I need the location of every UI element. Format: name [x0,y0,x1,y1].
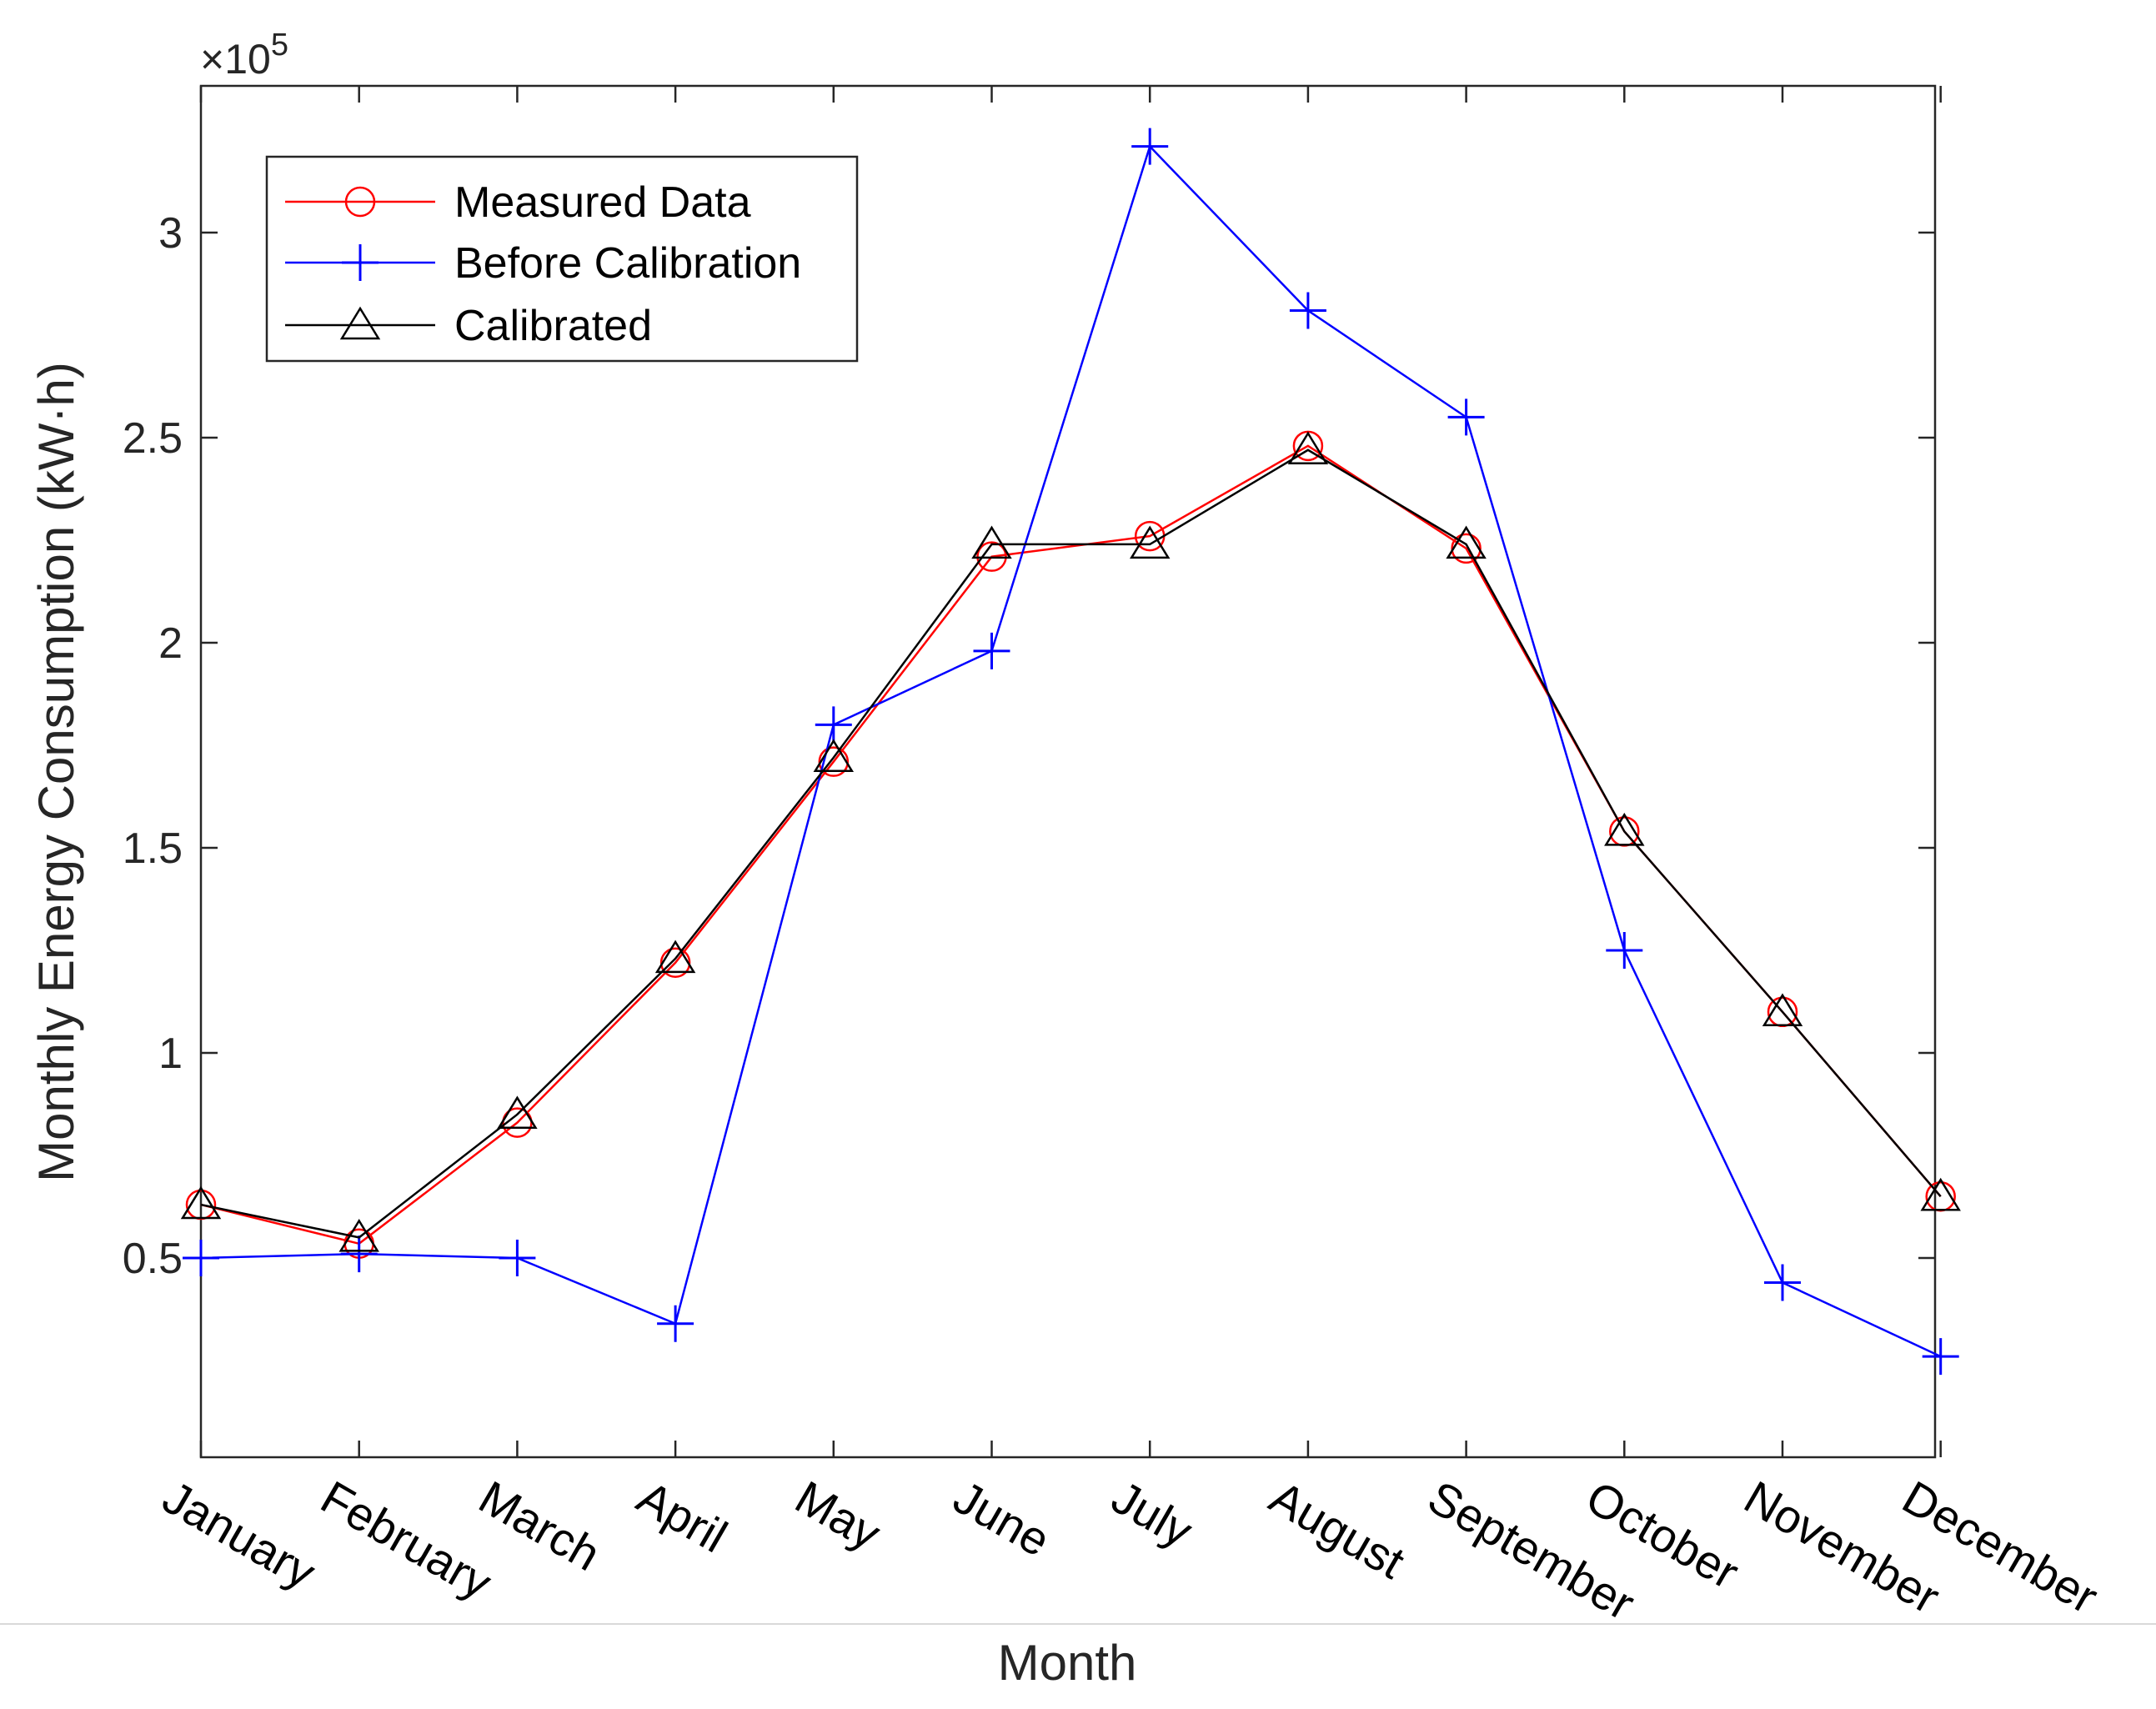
data-point-measured-data [659,947,691,979]
legend: Measured Data Before Calibration Calibrate… [265,155,859,363]
exponent-power: 5 [271,28,288,63]
series-layer [180,128,1961,1376]
data-point-calibrated [1446,525,1487,559]
y-tick-labels: 0.5 1 1.5 2 2.5 3 [123,209,183,1283]
data-point-before-calibration [183,1240,219,1276]
y-tick-label: 1 [158,1030,183,1078]
data-point-calibrated [338,1219,379,1252]
data-point-before-calibration [657,1305,694,1342]
data-point-before-calibration [1131,128,1169,165]
exponent-label: ×105 [200,28,288,83]
data-point-calibrated [1129,525,1171,559]
legend-marker-calibrated [339,306,381,340]
series-line-before-calibration [200,144,1942,1358]
legend-marker-before-calibration [342,244,379,281]
y-tick-label: 3 [158,209,183,258]
data-point-calibrated [971,525,1012,559]
data-point-before-calibration [1289,292,1326,329]
legend-label-before-calibration: Before Calibration [454,239,801,288]
data-point-before-calibration [815,706,852,744]
data-point-measured-data [1451,533,1482,564]
data-point-calibrated [180,1185,222,1220]
data-point-calibrated [1920,1177,1961,1211]
data-point-before-calibration [1447,398,1485,436]
ticks-layer [199,86,1942,1457]
y-axis-title: Monthly Energy Consumption (kW·h) [28,362,84,1182]
series-line-calibrated [200,449,1942,1239]
data-point-calibrated [1287,431,1329,465]
data-point-before-calibration [973,632,1010,669]
data-point-before-calibration [1922,1338,1959,1376]
data-point-calibrated [813,739,855,773]
legend-label-calibrated: Calibrated [454,302,652,350]
data-point-measured-data [818,746,850,777]
data-point-before-calibration [499,1240,536,1276]
legend-label-measured-data: Measured Data [454,178,751,227]
data-point-calibrated [497,1095,538,1130]
legend-box [265,155,859,363]
data-point-before-calibration [1764,1264,1801,1301]
y-tick-label: 2 [158,619,183,668]
y-tick-label: 2.5 [123,414,183,463]
data-point-before-calibration [1606,932,1643,969]
y-tick-label: 0.5 [123,1235,183,1283]
data-point-before-calibration [340,1235,378,1273]
legend-marker-measured-data [344,186,376,218]
data-point-calibrated [1604,812,1645,846]
data-point-calibrated [654,940,696,974]
y-tick-label: 1.5 [123,824,183,873]
x-axis-title: Month [998,1635,1137,1691]
data-point-calibrated [1762,993,1803,1027]
